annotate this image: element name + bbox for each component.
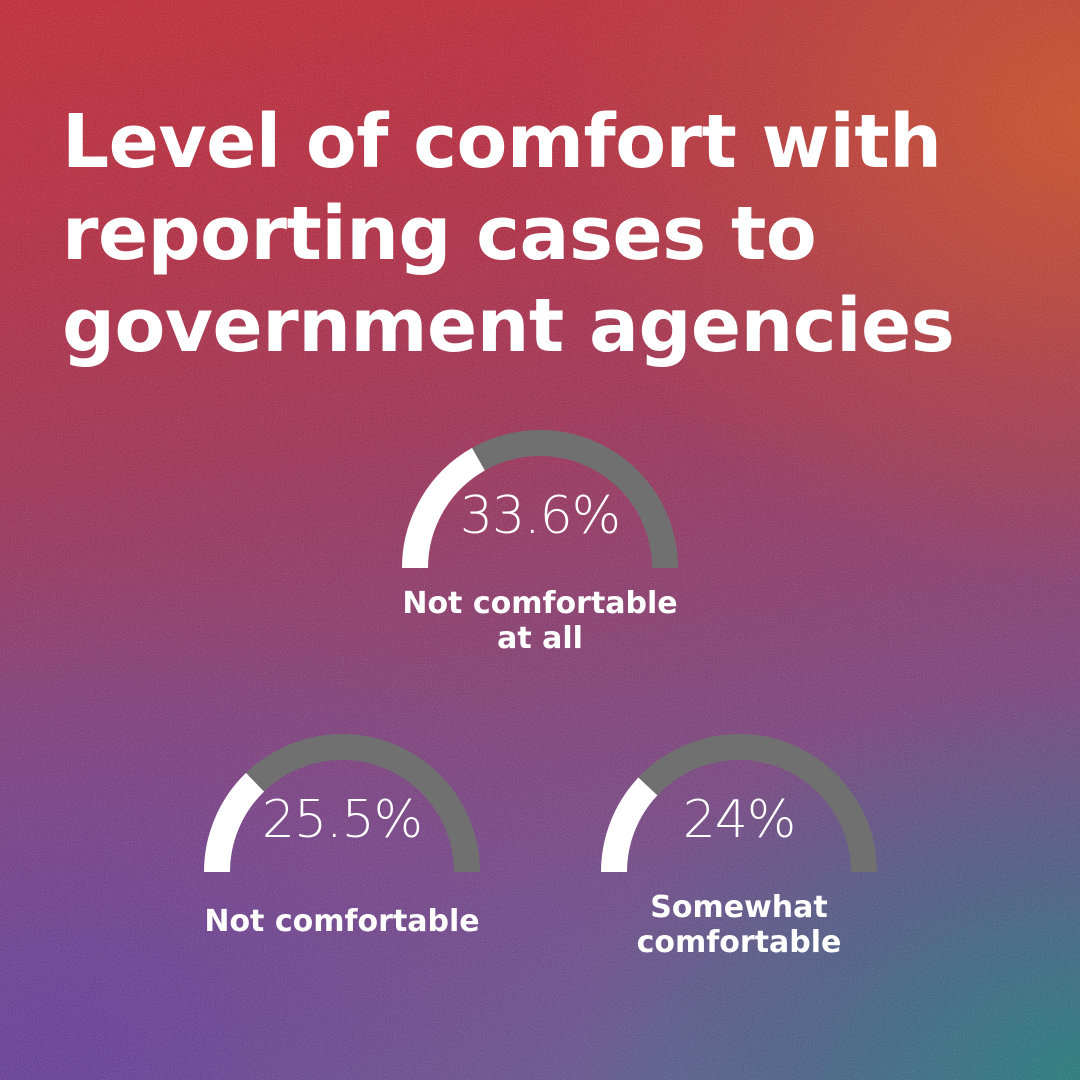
gauge-label-line-2: comfortable xyxy=(636,925,842,960)
gauge-label-line-2: at all xyxy=(497,621,583,656)
gauge-fill xyxy=(402,447,486,569)
gauge-not-comfortable: 25.5% Not comfortable xyxy=(192,722,492,982)
gauge-label: Not comfortable at all xyxy=(370,586,710,656)
gauge-value: 25.5% xyxy=(261,790,423,850)
gauge-fill xyxy=(204,772,265,873)
gauge-arc xyxy=(601,734,877,873)
gauge-track xyxy=(245,734,480,873)
gauge-not-comfortable-at-all: 33.6% Not comfortable at all xyxy=(390,418,690,678)
gauge-label: Not comfortable xyxy=(172,904,512,939)
title-line-1: Level of comfort with xyxy=(62,99,942,185)
gauge-arc xyxy=(204,734,480,873)
gauge-arc xyxy=(402,430,678,569)
gauge-label-line-1: Not comfortable xyxy=(204,904,480,939)
title-line-3: government agencies xyxy=(62,283,955,369)
gauge-value: 24% xyxy=(682,790,797,850)
gauge-track xyxy=(472,430,678,569)
gauge-label: Somewhat comfortable xyxy=(569,890,909,960)
chart-title: Level of comfort with reporting cases to… xyxy=(62,96,1042,372)
title-line-2: reporting cases to xyxy=(62,191,817,277)
gauge-label-line-1: Somewhat xyxy=(650,890,828,925)
gauge-fill xyxy=(601,777,658,873)
gauge-label-line-1: Not comfortable xyxy=(402,586,678,621)
gauge-track xyxy=(638,734,877,873)
gauge-value: 33.6% xyxy=(459,486,621,546)
gauge-somewhat-comfortable: 24% Somewhat comfortable xyxy=(589,722,889,982)
